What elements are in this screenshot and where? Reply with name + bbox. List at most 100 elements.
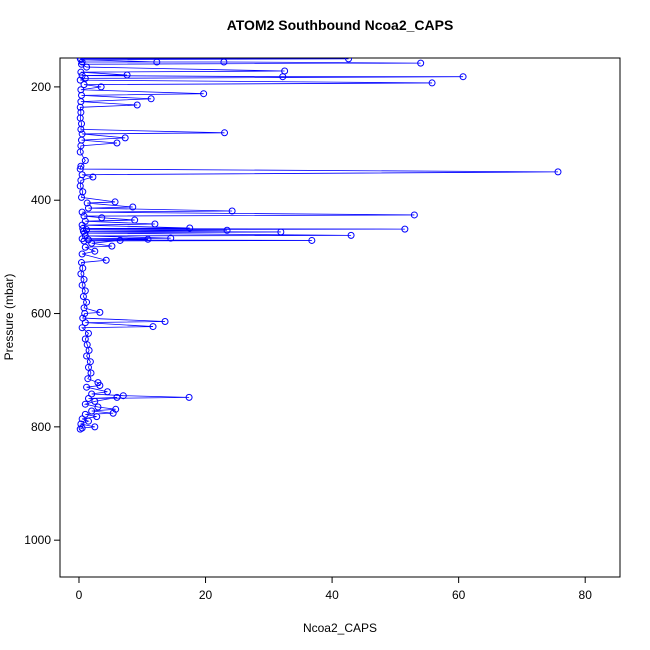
data-layer (76, 58, 562, 433)
data-point (84, 395, 92, 403)
data-point (84, 363, 92, 371)
data-point (554, 168, 562, 176)
data-point (79, 225, 87, 233)
data-point (91, 397, 99, 405)
data-point (76, 76, 84, 84)
data-point (78, 60, 86, 68)
data-point (87, 369, 95, 377)
data-point (81, 310, 89, 318)
data-point (345, 58, 353, 63)
data-point (223, 226, 231, 234)
data-point (83, 383, 91, 391)
y-axis-label: Pressure (mbar) (2, 274, 16, 361)
data-point (102, 256, 110, 264)
data-point (78, 193, 86, 201)
data-point (81, 157, 89, 165)
data-point (149, 323, 157, 331)
x-tick-label: 20 (199, 588, 213, 602)
data-point (78, 281, 86, 289)
data-point (96, 308, 104, 316)
data-point (161, 317, 169, 325)
data-point (308, 236, 316, 244)
data-point (111, 198, 119, 206)
data-point (186, 224, 194, 232)
data-point (144, 235, 152, 243)
data-point (91, 247, 99, 255)
data-point (79, 293, 87, 301)
y-tick-label: 1000 (24, 533, 51, 547)
data-point (81, 229, 89, 237)
data-point (116, 236, 124, 244)
data-point (88, 407, 96, 415)
data-point (108, 242, 116, 250)
data-point (121, 134, 129, 142)
y-tick-label: 800 (31, 420, 51, 434)
data-point (93, 413, 101, 421)
data-point (221, 129, 229, 137)
data-point (185, 393, 193, 401)
y-tick-label: 200 (31, 80, 51, 94)
data-point (81, 410, 89, 418)
data-point (76, 182, 84, 190)
x-tick-label: 80 (579, 588, 593, 602)
data-point (96, 381, 104, 389)
data-point (91, 423, 99, 431)
data-point (78, 250, 86, 258)
data-point (113, 393, 121, 401)
data-point (84, 375, 92, 383)
data-point (84, 329, 92, 337)
data-point (459, 73, 467, 81)
x-tick-label: 60 (452, 588, 466, 602)
data-point (83, 352, 91, 360)
y-tick-label: 600 (31, 307, 51, 321)
data-point (76, 103, 84, 111)
data-point (347, 231, 355, 239)
data-point (417, 59, 425, 67)
x-tick-label: 0 (76, 588, 83, 602)
data-point (78, 415, 86, 423)
data-point (151, 220, 159, 228)
data-point (131, 216, 139, 224)
data-point (200, 90, 208, 98)
y-tick-label: 400 (31, 193, 51, 207)
data-point (228, 207, 236, 215)
data-point (133, 101, 141, 109)
data-point (81, 243, 89, 251)
data-point (83, 298, 91, 306)
data-point (277, 228, 285, 236)
data-point (97, 83, 105, 91)
data-point (89, 173, 97, 181)
data-point (83, 63, 91, 71)
data-point (129, 203, 137, 211)
data-point (88, 390, 96, 398)
x-axis-label: Ncoa2_CAPS (303, 621, 377, 635)
data-point (83, 199, 91, 207)
data-point (78, 235, 86, 243)
data-point (80, 212, 88, 220)
data-point (167, 234, 175, 242)
data-point (410, 211, 418, 219)
data-point (428, 79, 436, 87)
data-point (220, 58, 228, 66)
data-point (76, 148, 84, 156)
data-point (77, 125, 85, 133)
data-point (76, 425, 84, 433)
data-point (84, 417, 92, 425)
data-point (78, 324, 86, 332)
data-point (94, 403, 102, 411)
data-point (123, 71, 131, 79)
data-point (147, 95, 155, 103)
x-tick-label: 40 (325, 588, 339, 602)
data-point (78, 208, 86, 216)
data-point (88, 239, 96, 247)
data-point (109, 409, 117, 417)
data-point (81, 319, 89, 327)
data-point (153, 58, 161, 66)
data-point (77, 68, 85, 76)
data-point (279, 73, 287, 81)
data-point (81, 400, 89, 408)
data-point (119, 392, 127, 400)
plot-frame (59, 57, 621, 578)
